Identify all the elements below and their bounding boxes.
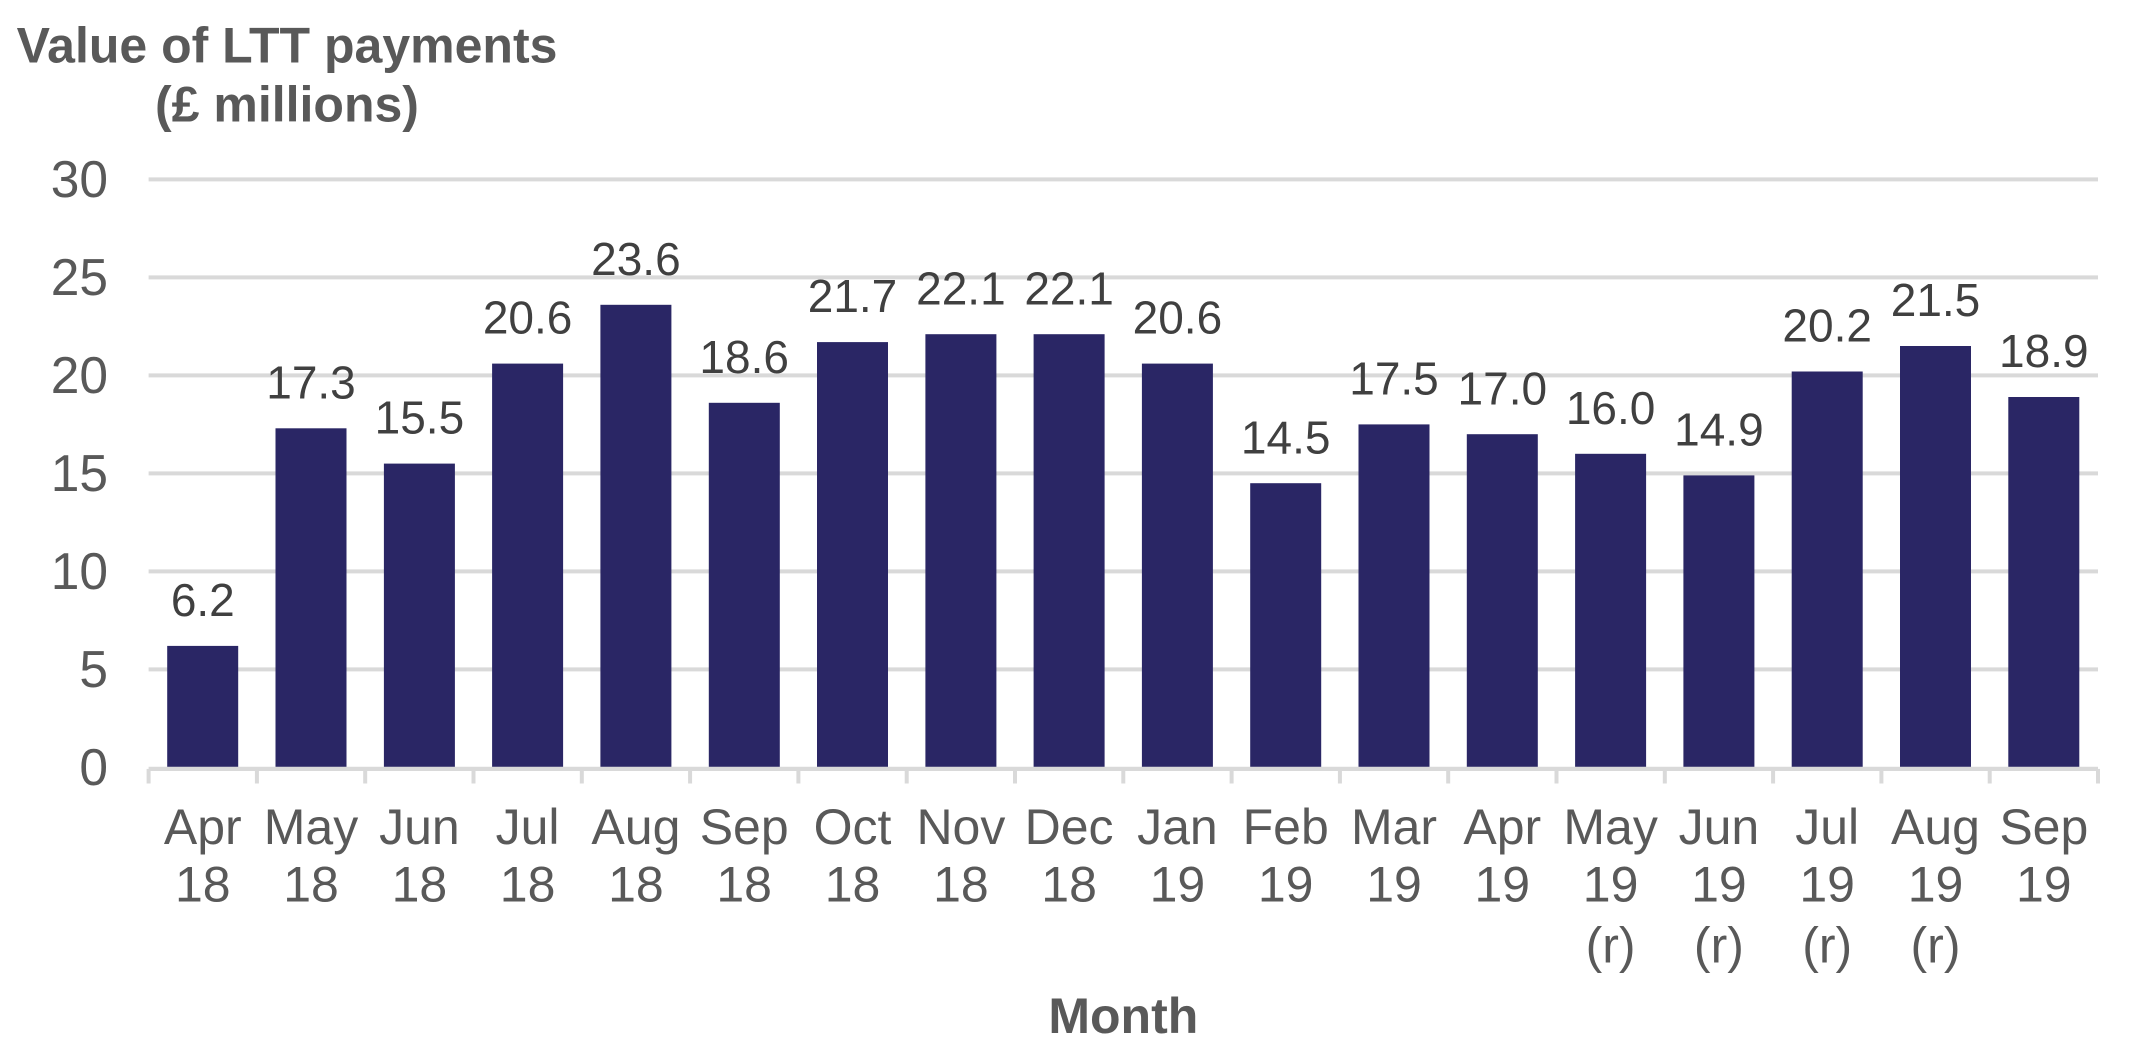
svg-text:21.7: 21.7	[808, 270, 898, 322]
svg-text:19: 19	[1799, 857, 1855, 913]
svg-text:18: 18	[716, 857, 772, 913]
svg-text:Jul: Jul	[496, 799, 560, 855]
svg-text:17.0: 17.0	[1458, 362, 1548, 414]
svg-text:22.1: 22.1	[1024, 262, 1114, 314]
svg-text:Sep: Sep	[700, 799, 789, 855]
svg-text:(£ millions): (£ millions)	[155, 77, 419, 133]
svg-text:22.1: 22.1	[916, 262, 1006, 314]
svg-text:14.9: 14.9	[1674, 404, 1764, 456]
svg-text:Aug: Aug	[1891, 799, 1980, 855]
svg-text:18: 18	[283, 857, 339, 913]
svg-text:14.5: 14.5	[1241, 411, 1331, 463]
svg-text:20.6: 20.6	[483, 292, 573, 344]
svg-text:23.6: 23.6	[591, 233, 681, 285]
svg-text:(r): (r)	[1586, 918, 1636, 974]
svg-text:5: 5	[79, 640, 108, 698]
svg-text:20.6: 20.6	[1133, 292, 1223, 344]
svg-text:Jun: Jun	[1679, 799, 1760, 855]
svg-text:20: 20	[51, 346, 108, 404]
svg-text:Month: Month	[1048, 988, 1198, 1044]
svg-text:(r): (r)	[1694, 918, 1744, 974]
svg-text:May: May	[264, 799, 358, 855]
svg-text:19: 19	[1474, 857, 1530, 913]
svg-text:18: 18	[825, 857, 881, 913]
svg-text:19: 19	[1908, 857, 1964, 913]
svg-text:21.5: 21.5	[1891, 274, 1981, 326]
svg-text:18.9: 18.9	[1999, 325, 2089, 377]
svg-text:18: 18	[392, 857, 448, 913]
svg-text:16.0: 16.0	[1566, 382, 1656, 434]
svg-text:18: 18	[500, 857, 556, 913]
svg-text:Feb: Feb	[1243, 799, 1329, 855]
svg-text:May: May	[1563, 799, 1657, 855]
svg-text:0: 0	[79, 738, 108, 796]
svg-text:Jan: Jan	[1137, 799, 1218, 855]
svg-text:Value of LTT payments: Value of LTT payments	[17, 18, 558, 74]
svg-text:18: 18	[175, 857, 231, 913]
svg-text:19: 19	[1150, 857, 1206, 913]
svg-text:19: 19	[1366, 857, 1422, 913]
svg-text:18.6: 18.6	[699, 331, 789, 383]
svg-text:(r): (r)	[1802, 918, 1852, 974]
svg-text:Apr: Apr	[164, 799, 242, 855]
svg-text:Oct: Oct	[814, 799, 892, 855]
svg-text:Nov: Nov	[916, 799, 1005, 855]
svg-text:Jul: Jul	[1795, 799, 1859, 855]
svg-text:10: 10	[51, 542, 108, 600]
svg-text:18: 18	[933, 857, 989, 913]
svg-text:19: 19	[1258, 857, 1314, 913]
svg-text:25: 25	[51, 248, 108, 306]
svg-text:15: 15	[51, 444, 108, 502]
svg-text:30: 30	[51, 150, 108, 208]
svg-text:Mar: Mar	[1351, 799, 1437, 855]
svg-text:Aug: Aug	[591, 799, 680, 855]
svg-text:19: 19	[1583, 857, 1639, 913]
svg-text:19: 19	[2016, 857, 2072, 913]
svg-text:Apr: Apr	[1463, 799, 1541, 855]
svg-text:18: 18	[1041, 857, 1097, 913]
svg-text:(r): (r)	[1911, 918, 1961, 974]
svg-text:18: 18	[608, 857, 664, 913]
svg-text:15.5: 15.5	[375, 392, 465, 444]
svg-text:Sep: Sep	[1999, 799, 2088, 855]
svg-text:6.2: 6.2	[171, 574, 235, 626]
svg-text:Jun: Jun	[379, 799, 460, 855]
svg-text:19: 19	[1691, 857, 1747, 913]
svg-text:17.5: 17.5	[1349, 353, 1439, 405]
svg-text:Dec: Dec	[1025, 799, 1114, 855]
svg-text:20.2: 20.2	[1782, 300, 1872, 352]
svg-text:17.3: 17.3	[266, 356, 356, 408]
